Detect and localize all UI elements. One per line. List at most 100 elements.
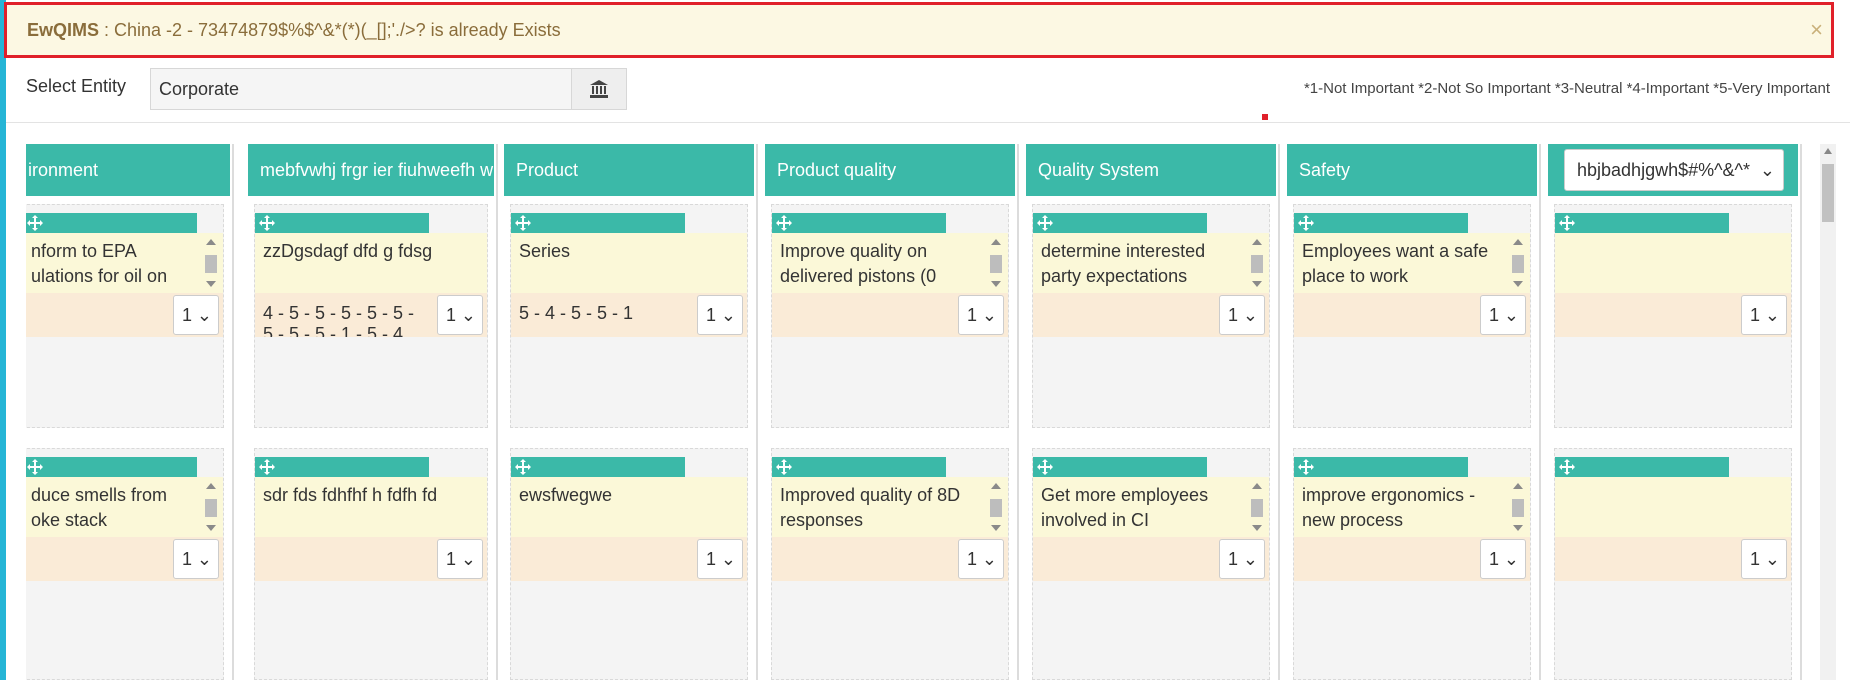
drag-handle[interactable] [1294, 457, 1468, 477]
card-description[interactable] [1555, 233, 1791, 293]
scroll-up-icon[interactable] [1824, 148, 1832, 154]
scroll-up-icon[interactable] [991, 239, 1001, 245]
objective-card[interactable]: determine interested party expectations 1… [1032, 204, 1270, 428]
drag-handle[interactable] [26, 213, 197, 233]
objective-card[interactable]: duce smells from oke stack 1 ⌄ [26, 448, 224, 680]
scroll-up-icon[interactable] [206, 239, 216, 245]
scroll-thumb[interactable] [990, 255, 1002, 273]
text-scrollbar[interactable] [1249, 481, 1265, 533]
importance-select[interactable]: 1 ⌄ [958, 539, 1004, 579]
card-description[interactable]: nform to EPA ulations for oil on [26, 233, 223, 293]
objective-card[interactable]: Get more employees involved in CI 1 ⌄ [1032, 448, 1270, 680]
card-description[interactable]: ewsfwegwe [511, 477, 747, 537]
scroll-down-icon[interactable] [991, 281, 1001, 287]
scroll-thumb[interactable] [990, 499, 1002, 517]
move-icon [1559, 459, 1575, 475]
importance-select[interactable]: 1 ⌄ [173, 295, 219, 335]
scroll-thumb[interactable] [1251, 255, 1263, 273]
objective-card[interactable]: sdr fds fdhfhf h fdfh fd 1 ⌄ [254, 448, 488, 680]
importance-select[interactable]: 1 ⌄ [437, 539, 483, 579]
objective-card[interactable]: Improved quality of 8D responses 1 ⌄ [771, 448, 1009, 680]
objective-card[interactable]: Series 5 - 4 - 5 - 5 - 1 1 ⌄ [510, 204, 748, 428]
scroll-up-icon[interactable] [206, 483, 216, 489]
objective-card[interactable]: nform to EPA ulations for oil on 1 ⌄ [26, 204, 224, 428]
card-description[interactable]: Improve quality on delivered pistons (0 [772, 233, 1008, 293]
drag-handle[interactable] [772, 457, 946, 477]
text-scrollbar[interactable] [988, 237, 1004, 289]
card-description[interactable]: determine interested party expectations [1033, 233, 1269, 293]
scroll-thumb[interactable] [1512, 255, 1524, 273]
card-description[interactable]: Improved quality of 8D responses [772, 477, 1008, 537]
scroll-down-icon[interactable] [1252, 281, 1262, 287]
objective-card[interactable]: zzDgsdagf dfd g fdsg 4 - 5 - 5 - 5 - 5 - … [254, 204, 488, 428]
importance-select[interactable]: 1 ⌄ [958, 295, 1004, 335]
objective-card[interactable]: Employees want a safe place to work 1 ⌄ [1293, 204, 1531, 428]
importance-select[interactable]: 1 ⌄ [1480, 295, 1526, 335]
scroll-up-icon[interactable] [1513, 239, 1523, 245]
drag-handle[interactable] [26, 457, 197, 477]
card-score-row: 1 ⌄ [772, 293, 1008, 337]
scroll-thumb[interactable] [1251, 499, 1263, 517]
card-description[interactable]: Employees want a safe place to work [1294, 233, 1530, 293]
importance-select[interactable]: 1 ⌄ [1219, 295, 1265, 335]
scroll-up-icon[interactable] [991, 483, 1001, 489]
card-description[interactable]: Get more employees involved in CI [1033, 477, 1269, 537]
objective-card[interactable]: 1 ⌄ [1554, 448, 1792, 680]
chevron-down-icon: ⌄ [1503, 549, 1519, 569]
scroll-down-icon[interactable] [206, 281, 216, 287]
objective-card[interactable]: 1 ⌄ [1554, 204, 1792, 428]
column-category-select[interactable]: hbjbadhjgwh$#%^&^* ⌄ [1564, 149, 1784, 191]
scroll-down-icon[interactable] [991, 525, 1001, 531]
drag-handle[interactable] [1033, 213, 1207, 233]
drag-handle[interactable] [1555, 457, 1729, 477]
text-scrollbar[interactable] [203, 237, 219, 289]
text-scrollbar[interactable] [988, 481, 1004, 533]
card-description-text: Get more employees involved in CI [1041, 485, 1209, 530]
drag-handle[interactable] [511, 213, 685, 233]
card-description[interactable]: improve ergonomics - new process [1294, 477, 1530, 537]
drag-handle[interactable] [1294, 213, 1468, 233]
drag-handle[interactable] [772, 213, 946, 233]
scroll-thumb[interactable] [205, 255, 217, 273]
importance-select[interactable]: 1 ⌄ [437, 295, 483, 335]
card-description[interactable]: sdr fds fdhfhf h fdfh fd [255, 477, 487, 537]
scroll-down-icon[interactable] [1252, 525, 1262, 531]
card-description[interactable]: Series [511, 233, 747, 293]
importance-select[interactable]: 1 ⌄ [1219, 539, 1265, 579]
drag-handle[interactable] [255, 457, 429, 477]
entity-picker-button[interactable] [571, 69, 626, 109]
text-scrollbar[interactable] [1510, 481, 1526, 533]
chevron-down-icon: ⌄ [460, 305, 476, 325]
importance-select[interactable]: 1 ⌄ [697, 295, 743, 335]
drag-handle[interactable] [1555, 213, 1729, 233]
scroll-up-icon[interactable] [1513, 483, 1523, 489]
importance-select[interactable]: 1 ⌄ [1741, 539, 1787, 579]
text-scrollbar[interactable] [203, 481, 219, 533]
drag-handle[interactable] [255, 213, 429, 233]
scroll-up-icon[interactable] [1252, 483, 1262, 489]
drag-handle[interactable] [511, 457, 685, 477]
text-scrollbar[interactable] [1249, 237, 1265, 289]
scroll-up-icon[interactable] [1252, 239, 1262, 245]
scroll-thumb[interactable] [1822, 164, 1834, 222]
objective-card[interactable]: Improve quality on delivered pistons (0 1… [771, 204, 1009, 428]
importance-select[interactable]: 1 ⌄ [1741, 295, 1787, 335]
importance-select[interactable]: 1 ⌄ [697, 539, 743, 579]
scroll-down-icon[interactable] [206, 525, 216, 531]
card-description[interactable] [1555, 477, 1791, 537]
objective-card[interactable]: improve ergonomics - new process 1 ⌄ [1293, 448, 1531, 680]
text-scrollbar[interactable] [1510, 237, 1526, 289]
scroll-down-icon[interactable] [1513, 525, 1523, 531]
close-icon[interactable]: × [1810, 17, 1823, 42]
entity-field[interactable]: Corporate [150, 68, 627, 110]
objective-card[interactable]: ewsfwegwe 1 ⌄ [510, 448, 748, 680]
scroll-thumb[interactable] [205, 499, 217, 517]
scroll-down-icon[interactable] [1513, 281, 1523, 287]
card-description[interactable]: duce smells from oke stack [26, 477, 223, 537]
drag-handle[interactable] [1033, 457, 1207, 477]
vertical-scrollbar[interactable] [1820, 144, 1836, 680]
scroll-thumb[interactable] [1512, 499, 1524, 517]
card-description[interactable]: zzDgsdagf dfd g fdsg [255, 233, 487, 293]
importance-select[interactable]: 1 ⌄ [173, 539, 219, 579]
importance-select[interactable]: 1 ⌄ [1480, 539, 1526, 579]
